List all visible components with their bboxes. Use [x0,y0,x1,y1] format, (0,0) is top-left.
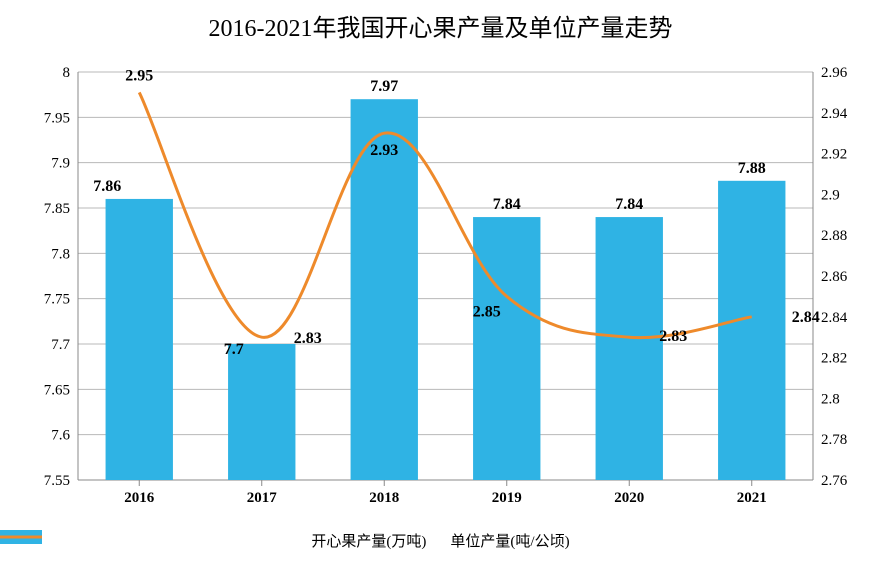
y-right-tick-label: 2.78 [821,432,847,448]
y-left-tick-label: 7.95 [44,110,70,126]
y-right-tick-label: 2.92 [821,147,847,163]
line-data-label: 2.85 [473,303,501,320]
y-left-tick-label: 7.6 [51,428,70,444]
bar [473,217,540,480]
y-right-tick-label: 2.8 [821,391,840,407]
legend-bar-label: 开心果产量(万吨) [311,530,426,551]
chart-svg: 7.55 7.6 7.65 7.7 7.75 7.8 7.85 7.9 7.95 8 2.76 2.7… [0,0,881,573]
y-left-tick-label: 7.85 [44,201,70,217]
line-data-label: 2.83 [294,330,322,347]
bar-data-label: 7.97 [370,78,398,95]
line-data-label: 2.95 [125,67,153,84]
y-right-tick-label: 2.96 [821,65,848,81]
bar-data-label: 7.84 [493,196,521,213]
legend-item-bars: 开心果产量(万吨) [311,530,426,551]
line-data-label: 2.83 [659,328,687,345]
y-right-tick-label: 2.76 [821,473,848,489]
bar [228,344,295,480]
x-tick-label: 2019 [492,490,522,506]
y-left-tick-label: 7.7 [51,337,70,353]
legend-item-line: 单位产量(吨/公顷) [450,530,569,551]
x-tick-label: 2018 [369,490,399,506]
y-right-tick-label: 2.88 [821,228,847,244]
legend-line-label: 单位产量(吨/公顷) [450,530,569,551]
y-right-tick-label: 2.86 [821,269,848,285]
x-tick-label: 2017 [247,490,278,506]
y-right-tick-label: 2.82 [821,351,847,367]
bar-data-label: 7.84 [615,196,643,213]
bar [718,181,785,480]
legend-line-swatch [0,530,42,544]
y-left-tick-label: 7.8 [51,246,70,262]
y-left-tick-label: 7.65 [44,382,70,398]
y-left-tick-label: 7.9 [51,156,70,172]
y-right-tick-label: 2.84 [821,310,848,326]
y-left-tick-label: 7.75 [44,292,70,308]
x-tick-label: 2020 [614,490,644,506]
bar [596,217,663,480]
y-left-tick-label: 7.55 [44,473,70,489]
x-tick-label: 2021 [737,490,767,506]
x-tick-label: 2016 [124,490,155,506]
y-right-tick-label: 2.94 [821,106,848,122]
legend: 开心果产量(万吨) 单位产量(吨/公顷) [0,530,881,551]
bar-data-label: 7.86 [93,178,121,195]
y-left-tick-label: 8 [63,65,71,81]
bar-data-label: 7.88 [738,160,766,177]
y-right-tick-label: 2.9 [821,187,840,203]
line-data-label: 2.93 [370,142,398,159]
chart-container: 2016-2021年我国开心果产量及单位产量走势 7.557.67.657.77… [0,0,881,573]
bar-data-label: 7.7 [224,341,244,358]
bar [106,199,173,480]
line-data-label: 2.84 [792,309,820,326]
